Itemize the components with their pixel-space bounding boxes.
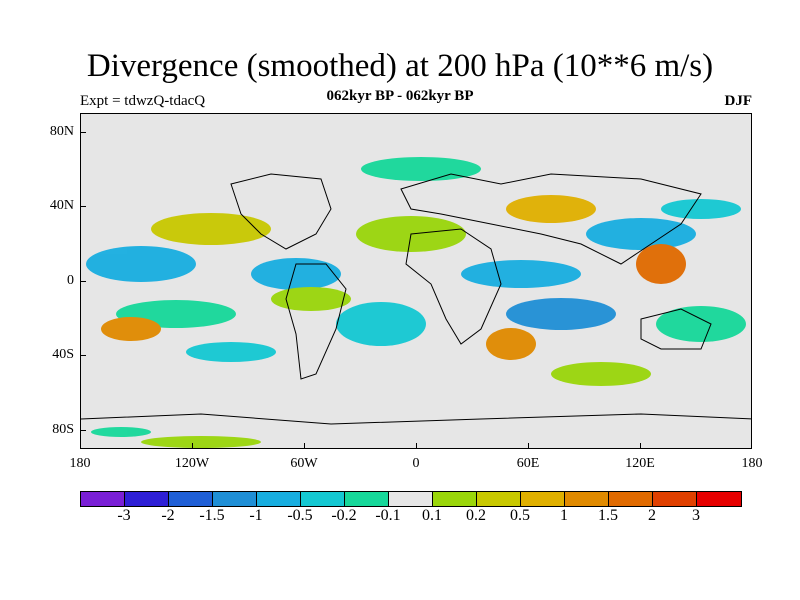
colorbar-labels: -3 -2 -1.5 -1 -0.5 -0.2 -0.1 0.1 0.2 0.5 1 1.5 2 3 — [0, 507, 800, 527]
colorbar-label: 3 — [692, 507, 700, 524]
colorbar-label: 0.2 — [466, 507, 486, 524]
x-label-180-right: 180 — [741, 456, 763, 471]
colorbar-swatch — [169, 492, 213, 506]
colorbar-label: -1 — [249, 507, 263, 524]
y-label-0: 0 — [67, 273, 74, 288]
colorbar-label: -0.2 — [331, 507, 357, 524]
colorbar-swatch — [389, 492, 433, 506]
colorbar — [80, 491, 742, 507]
x-label-120e: 120E — [625, 456, 655, 471]
colorbar-label: -1.5 — [199, 507, 225, 524]
colorbar-swatch — [213, 492, 257, 506]
x-label-0: 0 — [412, 456, 420, 471]
y-tick — [80, 355, 86, 356]
colorbar-label: 1 — [560, 507, 568, 524]
colorbar-label: 0.5 — [510, 507, 530, 524]
colorbar-label: -0.1 — [375, 507, 401, 524]
map-title: Divergence (smoothed) at 200 hPa (10**6 … — [86, 48, 714, 84]
x-tick — [192, 443, 193, 449]
y-label-80s: 80S — [52, 422, 74, 437]
x-tick — [416, 443, 417, 449]
x-tick — [304, 443, 305, 449]
experiment-label: Expt = tdwzQ-tdacQ — [80, 93, 206, 109]
x-label-60e: 60E — [516, 456, 540, 471]
map-plot-area — [80, 113, 752, 449]
y-tick — [80, 206, 86, 207]
y-tick — [80, 430, 86, 431]
y-label-40n: 40N — [49, 198, 74, 213]
x-label-120w: 120W — [174, 456, 210, 471]
colorbar-swatch — [433, 492, 477, 506]
period-label: 062kyr BP - 062kyr BP — [326, 88, 474, 104]
divergence-map — [81, 114, 751, 448]
season-label: DJF — [724, 93, 753, 109]
colorbar-swatch — [609, 492, 653, 506]
colorbar-swatch — [565, 492, 609, 506]
x-label-180-left: 180 — [69, 456, 91, 471]
colorbar-label: -2 — [161, 507, 175, 524]
x-tick — [640, 443, 641, 449]
colorbar-swatch — [301, 492, 345, 506]
colorbar-swatch — [125, 492, 169, 506]
x-label-60w: 60W — [290, 456, 318, 471]
colorbar-label: -3 — [117, 507, 131, 524]
colorbar-swatch — [81, 492, 125, 506]
colorbar-label: 2 — [648, 507, 656, 524]
colorbar-label: -0.5 — [287, 507, 313, 524]
colorbar-label: 0.1 — [422, 507, 442, 524]
colorbar-swatch — [653, 492, 697, 506]
colorbar-label: 1.5 — [598, 507, 618, 524]
colorbar-swatch — [521, 492, 565, 506]
y-label-80n: 80N — [49, 124, 74, 139]
colorbar-swatch — [477, 492, 521, 506]
colorbar-swatch — [697, 492, 741, 506]
x-tick — [528, 443, 529, 449]
y-tick — [80, 132, 86, 133]
y-tick — [80, 281, 86, 282]
y-label-40s: 40S — [52, 347, 74, 362]
colorbar-swatch — [257, 492, 301, 506]
colorbar-swatch — [345, 492, 389, 506]
